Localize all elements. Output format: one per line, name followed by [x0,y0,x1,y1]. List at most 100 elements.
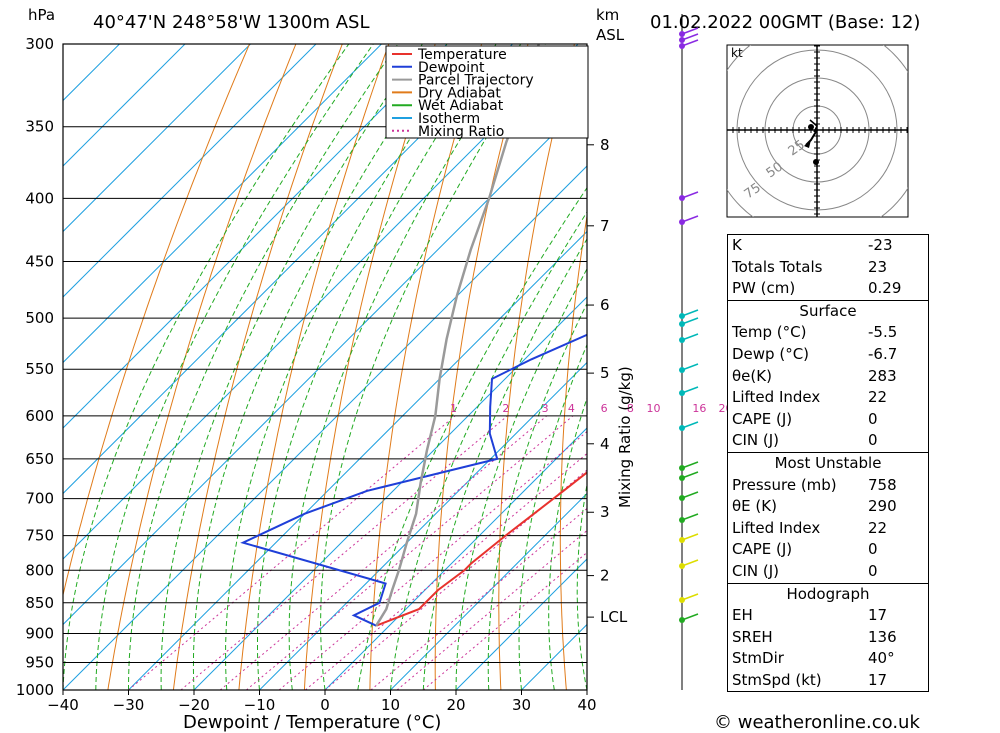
y-tick-label: 750 [25,527,54,545]
wind-barb [681,309,699,317]
hodograph-stats-title: Hodograph [786,584,870,603]
k-value: -23 [868,236,893,254]
height-unit-asl: ASL [596,26,625,44]
km-tick-label: 7 [600,217,610,235]
mixing-ratio-label: 16 [692,402,706,415]
wind-barb [681,533,699,541]
wind-barb [681,27,699,35]
surface-li-value: 22 [868,388,888,407]
mixing-ratio-line [305,452,587,690]
location-title: 40°47'N 248°58'W 1300m ASL [93,12,370,33]
dry-adiabat-line [678,44,714,690]
x-tick-label: −30 [113,696,145,714]
wind-barb [681,513,699,521]
legend-label: Dry Adiabat [418,85,501,101]
isotherm-line [63,44,382,364]
wet-adiabat-line [487,302,587,690]
stats-table: K -23 Totals Totals 23 PW (cm) 0.29 Surface… [727,234,929,693]
tt-label: Totals Totals [732,257,823,276]
isotherm-line [390,492,587,690]
sreh-label: SREH [732,627,773,646]
stmdir-label: StmDir [732,649,784,668]
x-tick-label: 40 [577,696,596,714]
isotherm-line [63,44,317,298]
most-unstable-section: Most Unstable Pressure (mb) 758 θE (K) 290… [728,451,928,583]
x-tick-label: −20 [178,696,210,714]
y-tick-label: 950 [25,653,54,671]
y-tick-label: 300 [25,35,54,53]
stmspd-value: 17 [868,670,888,689]
surface-theta-label: θe(K) [732,366,772,385]
y-tick-label: 400 [25,189,54,207]
km-tick-label: 5 [600,364,610,382]
indices-section: K -23 Totals Totals 23 PW (cm) 0.29 [728,235,928,300]
wind-barb [681,39,699,47]
wet-adiabat-line [128,44,399,690]
km-tick-label: 6 [600,296,610,314]
most-unstable-title: Most Unstable [774,453,882,472]
surface-title: Surface [799,301,857,320]
dry-adiabat-line [991,44,1000,690]
surface-cin-value: 0 [868,431,878,450]
stmdir-value: 40° [868,649,895,668]
mixing-ratio-label: 3 [542,402,549,415]
mu-theta-value: 290 [868,497,897,516]
surface-section: Surface Temp (°C) -5.5 Dewp (°C) -6.7 θe(K… [728,299,928,452]
mu-cape-label: CAPE (J) [732,540,793,559]
mu-theta-label: θE (K) [732,497,777,516]
x-axis-label: Dewpoint / Temperature (°C) [183,712,441,733]
isotherm-line [259,361,587,690]
mixing-ratio-label: 10 [646,402,660,415]
wet-adiabat-line [95,44,374,690]
height-unit-km: km [596,6,619,24]
x-tick-label: 30 [512,696,531,714]
stmspd-label: StmSpd (kt) [732,670,822,689]
hodograph-point [813,159,819,165]
legend-label: Isotherm [418,111,480,127]
wind-barb [681,613,699,621]
wind-barb [681,317,699,325]
isotherm-line [63,44,251,233]
wind-barb [681,363,699,371]
eh-label: EH [732,606,753,625]
surface-temp-value: -5.5 [868,323,898,342]
mixing-ratio-line [278,430,587,690]
pressure-unit: hPa [28,6,55,24]
datetime-title: 01.02.2022 00GMT (Base: 12) [650,12,920,33]
wind-barb [681,33,699,41]
x-tick-label: 0 [320,696,330,714]
y-tick-label: 450 [25,253,54,271]
mu-cin-label: CIN (J) [732,561,780,580]
mixing-ratio-label: 8 [627,402,634,415]
isotherm-line [63,165,587,690]
mixing-ratio-axis-label: Mixing Ratio (g/kg) [616,366,634,508]
x-tick-label: 20 [446,696,465,714]
y-tick-label: 650 [25,450,54,468]
wet-adiabat-line [518,343,587,690]
km-tick-label: 3 [600,503,610,521]
isotherm-line [455,558,587,690]
wind-barb [681,559,699,567]
pw-value: 0.29 [868,279,902,298]
wind-barb [681,421,699,429]
isotherm-line [324,427,587,690]
k-label: K [732,236,742,254]
mu-pres-label: Pressure (mb) [732,475,837,494]
wind-barb [681,215,699,223]
surface-temp-label: Temp (°C) [732,323,807,342]
wet-adiabat-line [357,186,587,690]
surface-cin-label: CIN (J) [732,431,780,450]
surface-cape-value: 0 [868,409,878,428]
surface-li-label: Lifted Index [732,388,821,407]
wind-barb [681,191,699,199]
isotherm-line [63,44,120,102]
wet-adiabat-line [455,267,587,690]
mixing-ratio-label: 6 [601,402,608,415]
wind-profile [679,14,699,690]
surface-dewp-value: -6.7 [868,344,898,363]
isotherm-line [63,44,186,167]
y-tick-label: 700 [25,490,54,508]
x-tick-label: 10 [381,696,400,714]
y-tick-label: 800 [25,561,54,579]
km-tick-label: LCL [600,608,628,626]
